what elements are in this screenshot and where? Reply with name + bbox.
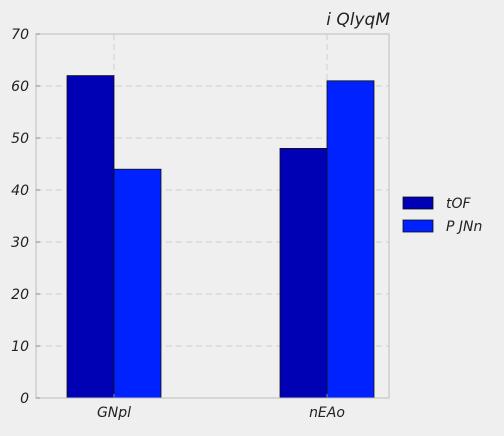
y-tick-label: 70: [11, 27, 29, 43]
legend-swatch: [402, 219, 434, 233]
y-tick-label: 30: [11, 235, 29, 251]
legend-swatch: [402, 196, 434, 210]
y-tick-label: 40: [11, 183, 29, 199]
bar: [113, 168, 162, 399]
y-tick-label: 20: [11, 287, 29, 303]
chart-title: i QlyqM: [326, 10, 390, 30]
bars: [66, 75, 375, 399]
legend-label: P JNn: [446, 219, 482, 235]
y-tick-label: 60: [11, 79, 29, 95]
y-tick-label: 10: [11, 339, 29, 355]
y-tick-label: 0: [20, 391, 29, 407]
plot-frame: [35, 33, 390, 399]
bar: [279, 147, 328, 399]
y-tick-label: 50: [11, 131, 29, 147]
x-axis-ticks: GNpl nEAo: [97, 394, 345, 421]
x-tick-label: GNpl: [97, 405, 131, 421]
y-axis-ticks: 0 10 20 30 40 50 60 70: [11, 27, 40, 407]
bar: [326, 80, 375, 399]
x-tick-label: nEAo: [309, 405, 345, 421]
bar: [66, 75, 115, 399]
legend: tOF P JNn: [402, 196, 482, 235]
legend-label: tOF: [446, 196, 472, 212]
